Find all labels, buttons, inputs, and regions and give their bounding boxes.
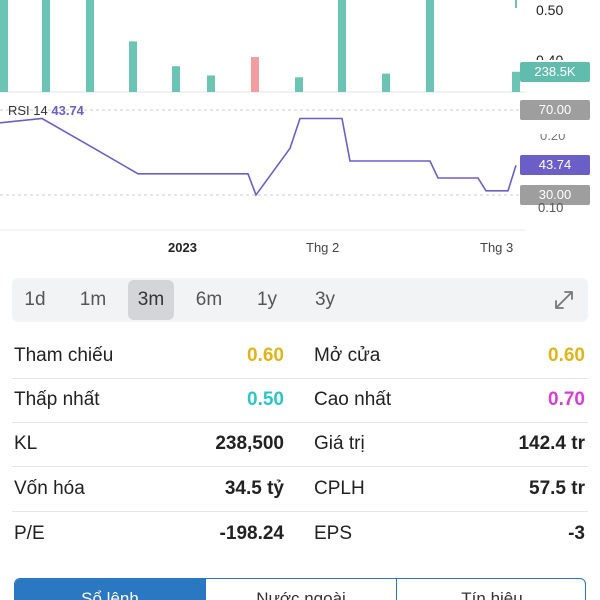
stat-label-left: Thấp nhất (14, 389, 100, 410)
stat-value-right: 142.4 tr (518, 433, 585, 454)
stat-divider (12, 422, 588, 423)
rsi-level-30-badge: 30.00 (520, 185, 590, 205)
stat-value-right: 0.70 (548, 389, 585, 410)
stat-label-left: P/E (14, 523, 45, 544)
stat-row: Vốn hóa 34.5 tỷ CPLH 57.5 tr (0, 467, 600, 511)
volume-bar (129, 41, 137, 92)
rsi-label: RSI 14 43.74 (8, 103, 84, 118)
rsi-label-value: 43.74 (51, 103, 84, 118)
volume-bar (251, 57, 259, 92)
tab-separator (205, 579, 206, 600)
rsi-line (0, 117, 517, 197)
tab-foreign[interactable]: Nước ngoài (256, 589, 346, 600)
volume-bar (295, 77, 303, 92)
stat-label-left: Tham chiếu (14, 345, 114, 366)
rsi-level-70-badge: 70.00 (520, 100, 590, 120)
bottom-tab-bar: Sổ lệnh Nước ngoài Tín hiệu (14, 578, 586, 600)
volume-bar (426, 0, 434, 92)
stat-value-right: 0.60 (548, 345, 585, 366)
stat-row: P/E -198.24 EPS -3 (0, 512, 600, 556)
time-range-selector: 1d 1m 3m 6m 1y 3y (12, 278, 588, 322)
stat-row: Thấp nhất 0.50 Cao nhất 0.70 (0, 378, 600, 422)
rsi-axis-label-010: 0.10 (538, 200, 564, 215)
rsi-current-badge: 43.74 (520, 155, 590, 175)
stat-divider (12, 511, 588, 512)
volume-badge: 238.5K (520, 62, 590, 82)
expand-icon[interactable] (552, 288, 576, 312)
range-3m-button[interactable]: 3m (128, 280, 174, 320)
stat-row: KL 238,500 Giá trị 142.4 tr (0, 422, 600, 466)
stat-label-right: Cao nhất (314, 389, 392, 410)
range-1m-button[interactable]: 1m (79, 289, 107, 310)
volume-bar (512, 71, 520, 92)
chart-canvas[interactable] (0, 0, 600, 270)
rsi-axis-partial-label: 0.20 (540, 134, 566, 143)
stat-row: Tham chiếu 0.60 Mở cửa 0.60 (0, 334, 600, 378)
time-label-feb: Thg 2 (306, 240, 340, 255)
volume-bar (0, 0, 8, 92)
stock-chart[interactable]: 0.50 0.40 238.5K RSI 14 43.74 70.00 0.20… (0, 0, 600, 270)
stat-value-right: -3 (568, 523, 585, 544)
stat-divider (12, 378, 588, 379)
stat-label-right: EPS (314, 523, 353, 544)
time-label-mar: Thg 3 (480, 240, 514, 255)
rsi-label-text: RSI 14 (8, 103, 48, 118)
stat-label-right: CPLH (314, 478, 365, 499)
stat-label-left: KL (14, 433, 38, 454)
volume-bar (382, 73, 390, 92)
range-6m-button[interactable]: 6m (195, 289, 223, 310)
stat-value-left: 34.5 tỷ (224, 478, 284, 499)
stat-value-left: 238,500 (215, 433, 284, 454)
tab-order-book[interactable]: Sổ lệnh (15, 579, 205, 600)
stat-label-right: Giá trị (314, 433, 365, 454)
stat-value-right: 57.5 tr (529, 478, 585, 499)
volume-bar (86, 0, 94, 92)
price-axis-label-040: 0.40 (536, 52, 564, 60)
volume-bar (172, 66, 180, 92)
price-axis-label-050: 0.50 (536, 2, 564, 18)
stat-label-right: Mở cửa (314, 345, 381, 366)
stat-divider (12, 466, 588, 467)
time-label-2023: 2023 (168, 240, 197, 255)
volume-bar (338, 0, 346, 92)
volume-bar (42, 0, 50, 92)
tab-signals[interactable]: Tín hiệu (461, 589, 523, 600)
range-3y-button[interactable]: 3y (314, 289, 336, 310)
stat-value-left: -198.24 (219, 523, 284, 544)
stat-value-left: 0.60 (247, 345, 284, 366)
range-1y-button[interactable]: 1y (256, 289, 278, 310)
volume-bar (207, 75, 215, 92)
stat-value-left: 0.50 (247, 389, 284, 410)
range-1d-button[interactable]: 1d (24, 289, 46, 310)
stat-label-left: Vốn hóa (14, 478, 85, 499)
tab-separator (396, 579, 397, 600)
